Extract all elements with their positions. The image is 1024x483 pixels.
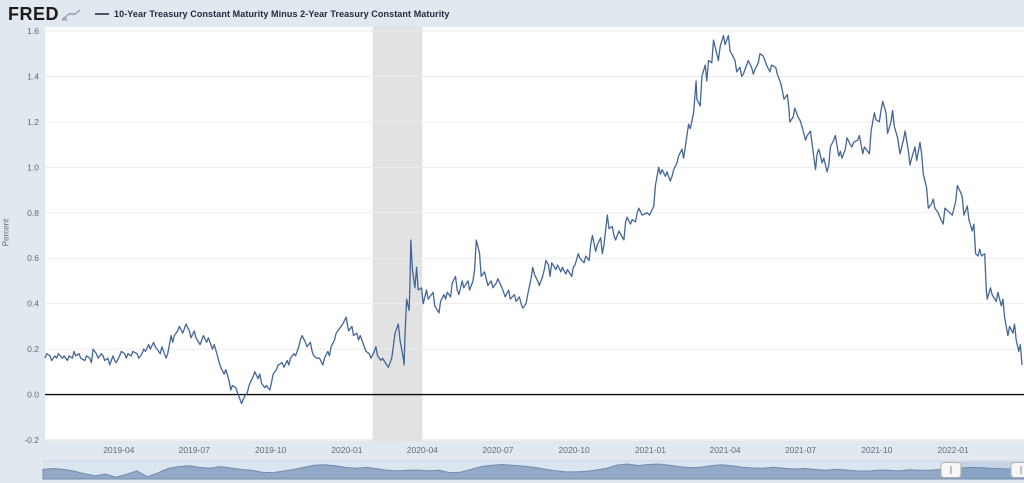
legend-line-marker — [95, 12, 109, 15]
y-axis-tick-label: 1.6 — [27, 26, 39, 36]
fred-logo[interactable]: FRED — [8, 5, 81, 23]
x-axis-tick-label: 2019-04 — [103, 445, 134, 455]
y-axis-tick-label: 1.2 — [27, 117, 39, 127]
x-axis-tick-label: 2020-07 — [482, 445, 513, 455]
navigator-right-handle[interactable] — [1010, 462, 1024, 478]
fred-logo-swoosh-icon — [61, 8, 81, 20]
legend-series-label: 10-Year Treasury Constant Maturity Minus… — [114, 8, 450, 19]
x-axis-tick-label: 2019-07 — [179, 445, 210, 455]
y-axis-tick-label: 1.4 — [27, 71, 39, 81]
recession-shading-band — [372, 27, 423, 441]
x-axis-tick-label: 2022-01 — [938, 445, 969, 455]
x-axis-tick-label: 2021-10 — [861, 445, 892, 455]
x-axis-tick-label: 2021-04 — [709, 445, 740, 455]
series-legend[interactable]: 10-Year Treasury Constant Maturity Minus… — [95, 9, 450, 19]
y-axis-tick-label: 0.4 — [27, 299, 39, 309]
navigator-area-sparkline — [42, 463, 1024, 480]
y-axis-tick-label: 0.0 — [27, 390, 39, 400]
y-axis-tick-label: -0.2 — [24, 435, 39, 445]
x-axis-tick-label: 2020-01 — [331, 445, 362, 455]
x-axis-tick-label: 2021-07 — [785, 445, 816, 455]
series-line — [44, 34, 1023, 405]
y-axis-tick-label: 0.2 — [27, 344, 39, 354]
chart-header: FRED 10-Year Treasury Constant Maturity … — [0, 0, 1024, 27]
y-axis-tick-label: 0.8 — [27, 208, 39, 218]
y-axis-tick-label: 1.0 — [27, 162, 39, 172]
fred-logo-text: FRED — [8, 3, 59, 24]
x-axis-tick-label: 2019-10 — [255, 445, 286, 455]
x-axis-tick-label: 2021-01 — [635, 445, 666, 455]
x-axis-tick-label: 2020-04 — [407, 445, 438, 455]
y-axis-tick-label: 0.6 — [27, 253, 39, 263]
navigator-selection-window[interactable] — [954, 462, 1024, 479]
x-axis-tick-label: 2020-10 — [559, 445, 590, 455]
y-axis-title: Percent — [1, 218, 11, 247]
plot-area-background — [45, 27, 1024, 441]
